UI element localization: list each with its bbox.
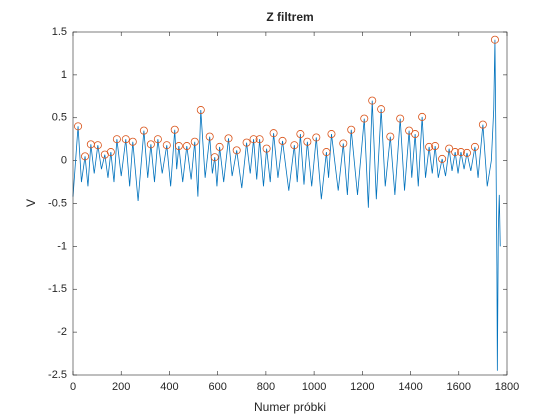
peak-marker	[196, 106, 205, 115]
peak-marker	[478, 120, 487, 129]
peak-marker	[232, 146, 241, 155]
peak-marker	[445, 144, 454, 153]
y-tick-label: -1	[57, 240, 67, 252]
peak-marker	[121, 135, 130, 144]
peak-marker	[278, 136, 287, 145]
peak-marker	[386, 132, 395, 141]
y-tick-label: -2.5	[48, 369, 67, 381]
peak-marker	[215, 142, 224, 151]
chart-title: Z filtrem	[266, 10, 313, 24]
peak-marker	[456, 148, 465, 157]
peak-marker	[322, 148, 331, 157]
x-tick-label: 400	[160, 381, 178, 393]
x-tick-label: 1800	[495, 381, 519, 393]
y-tick-label: -0.5	[48, 197, 67, 209]
x-axis-label: Numer próbki	[254, 400, 326, 414]
peak-marker	[425, 142, 434, 151]
peak-marker	[312, 133, 321, 142]
peak-marker	[368, 96, 377, 105]
y-tick-label: 1	[61, 69, 67, 81]
peak-marker	[255, 135, 264, 144]
y-tick-label: -1.5	[48, 283, 67, 295]
peak-marker	[411, 130, 420, 139]
x-tick-label: 1400	[398, 381, 422, 393]
x-tick-label: 200	[112, 381, 130, 393]
peak-marker	[360, 114, 369, 123]
x-tick-label: 600	[208, 381, 226, 393]
peak-marker	[112, 135, 121, 144]
signal-line	[72, 39, 501, 371]
peak-marker	[431, 142, 440, 151]
peak-marker	[249, 135, 258, 144]
axes-box	[72, 31, 508, 376]
peak-marker	[296, 130, 305, 139]
peak-marker	[210, 153, 219, 162]
peak-marker	[303, 137, 312, 146]
peak-marker	[262, 144, 271, 153]
peak-marker	[93, 141, 102, 150]
x-tick-label: 1600	[447, 381, 471, 393]
peak-marker	[462, 148, 471, 157]
peak-marker	[347, 125, 356, 134]
peak-marker	[405, 126, 414, 135]
peak-marker	[490, 35, 499, 44]
y-tick-label: -2	[57, 326, 67, 338]
peak-marker	[438, 154, 447, 163]
peak-marker	[139, 126, 148, 135]
peak-marker	[396, 114, 405, 123]
peak-marker	[182, 142, 191, 151]
peak-marker	[74, 122, 83, 131]
y-tick-label: 0.5	[52, 112, 67, 124]
y-axis-label: V	[24, 199, 38, 207]
y-tick-label: 0	[61, 155, 67, 167]
peak-marker	[106, 148, 115, 157]
x-tick-label: 0	[70, 381, 76, 393]
peak-marker	[224, 134, 233, 143]
peak-marker	[128, 137, 137, 146]
peak-marker	[162, 141, 171, 150]
x-tick-label: 1000	[302, 381, 326, 393]
peak-marker	[418, 112, 427, 121]
peak-marker	[327, 130, 336, 139]
x-tick-label: 800	[257, 381, 275, 393]
peak-marker	[470, 142, 479, 151]
peak-marker	[451, 148, 460, 157]
peak-marker	[174, 142, 183, 151]
peak-marker	[205, 132, 214, 141]
peak-marker	[290, 141, 299, 150]
peak-marker	[170, 125, 179, 134]
peak-marker	[339, 139, 348, 148]
peak-marker	[146, 140, 155, 149]
peak-marker	[269, 129, 278, 138]
peak-marker	[377, 105, 386, 114]
y-tick-label: 1.5	[52, 26, 67, 38]
peak-marker	[153, 135, 162, 144]
peak-marker	[190, 137, 199, 146]
x-tick-label: 1200	[350, 381, 374, 393]
peak-marker	[242, 138, 251, 147]
peak-marker	[81, 152, 90, 161]
